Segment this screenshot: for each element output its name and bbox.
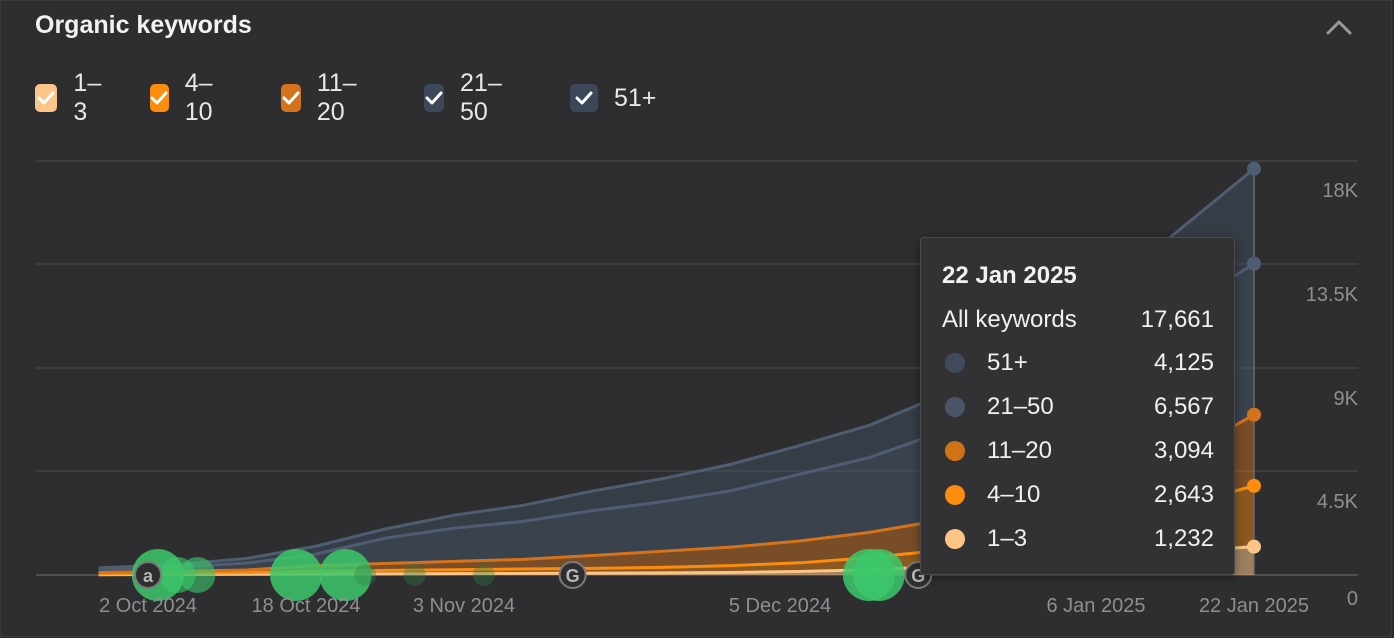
collapse-button[interactable]: [1319, 9, 1359, 45]
tooltip-total-label: All keywords: [942, 306, 1077, 333]
legend-item-51-plus[interactable]: 51+: [570, 81, 656, 115]
point-51+: [1247, 161, 1261, 176]
tooltip-row-value: 3,094: [1153, 437, 1214, 464]
tooltip-row-label: 1–3: [987, 525, 1028, 552]
check-icon: [37, 91, 55, 105]
point-1–3: [1247, 539, 1261, 554]
chart-tooltip: 22 Jan 2025 All keywords 17,661 51+ 4,12…: [920, 237, 1235, 575]
event-marker: [319, 549, 372, 601]
tooltip-row-value: 6,567: [1153, 393, 1214, 420]
check-icon: [425, 91, 443, 105]
annotation-marker: [558, 561, 587, 589]
point-4–10: [1247, 478, 1261, 493]
tooltip-total-row: All keywords 17,661: [942, 305, 1214, 335]
event-marker: [472, 564, 495, 586]
annotation-marker: [134, 561, 162, 589]
tooltip-dot: [945, 529, 965, 549]
x-tick-label: 5 Dec 2024: [729, 595, 831, 617]
legend-label: 1–3: [73, 69, 102, 126]
tooltip-row-value: 4,125: [1153, 349, 1214, 376]
tooltip-row-11-20: 11–20 3,094: [942, 436, 1214, 466]
legend-item-21-50[interactable]: 21–50: [424, 69, 510, 126]
point-11–20: [1247, 407, 1261, 422]
x-tick-label: 22 Jan 2025: [1199, 595, 1309, 617]
x-tick-label: 2 Oct 2024: [99, 595, 197, 617]
tooltip-dot: [945, 397, 965, 417]
point-21–50: [1247, 256, 1261, 271]
legend-checkbox[interactable]: [424, 84, 445, 112]
event-marker: [403, 564, 426, 586]
legend-label: 21–50: [460, 69, 502, 126]
tooltip-row-4-10: 4–10 2,643: [942, 480, 1214, 510]
tooltip-row-label: 11–20: [987, 437, 1052, 464]
y-tick-label: 0: [1347, 588, 1358, 610]
y-tick-label: 9K: [1334, 388, 1359, 410]
event-marker: [852, 549, 905, 601]
chevron-up-icon: [1326, 20, 1352, 35]
legend-checkbox[interactable]: [150, 84, 169, 112]
legend-item-4-10[interactable]: 4–10: [150, 69, 222, 126]
legend-item-1-3[interactable]: 1–3: [35, 69, 107, 126]
y-tick-label: 13.5K: [1306, 284, 1359, 306]
tooltip-row-value: 2,643: [1153, 481, 1214, 508]
tooltip-date: 22 Jan 2025: [942, 262, 1077, 289]
panel-title: Organic keywords: [35, 11, 252, 39]
tooltip-row-51-plus: 51+ 4,125: [942, 348, 1214, 378]
legend-checkbox[interactable]: [570, 84, 598, 112]
check-icon: [282, 91, 300, 105]
tooltip-row-value: 1,232: [1153, 525, 1214, 552]
legend-checkbox[interactable]: [281, 84, 301, 112]
y-tick-label: 18K: [1322, 180, 1358, 202]
tooltip-dot: [945, 485, 965, 505]
annotation-label: a: [143, 566, 154, 586]
tooltip-row-21-50: 21–50 6,567: [942, 392, 1214, 422]
tooltip-row-1-3: 1–3 1,232: [942, 524, 1214, 554]
annotation-label: G: [566, 566, 580, 586]
legend-label: 4–10: [184, 69, 213, 126]
x-tick-label: 3 Nov 2024: [413, 595, 515, 617]
tooltip-row-label: 51+: [987, 349, 1028, 376]
tooltip-dot: [945, 441, 965, 461]
event-marker: [179, 557, 216, 593]
legend-checkbox[interactable]: [35, 84, 58, 112]
tooltip-total-value: 17,661: [1140, 306, 1214, 333]
check-icon: [150, 91, 168, 105]
tooltip-row-label: 21–50: [987, 393, 1054, 420]
y-tick-label: 4.5K: [1317, 491, 1359, 513]
legend-label: 51+: [614, 83, 657, 112]
event-marker: [354, 564, 377, 586]
tooltip-row-label: 4–10: [987, 481, 1041, 508]
legend-label: 11–20: [316, 69, 357, 126]
check-icon: [575, 91, 593, 105]
x-tick-label: 18 Oct 2024: [252, 595, 361, 617]
event-marker: [270, 549, 323, 601]
legend-item-11-20[interactable]: 11–20: [281, 69, 365, 126]
tooltip-dot: [945, 353, 965, 373]
x-tick-label: 6 Jan 2025: [1047, 595, 1146, 617]
